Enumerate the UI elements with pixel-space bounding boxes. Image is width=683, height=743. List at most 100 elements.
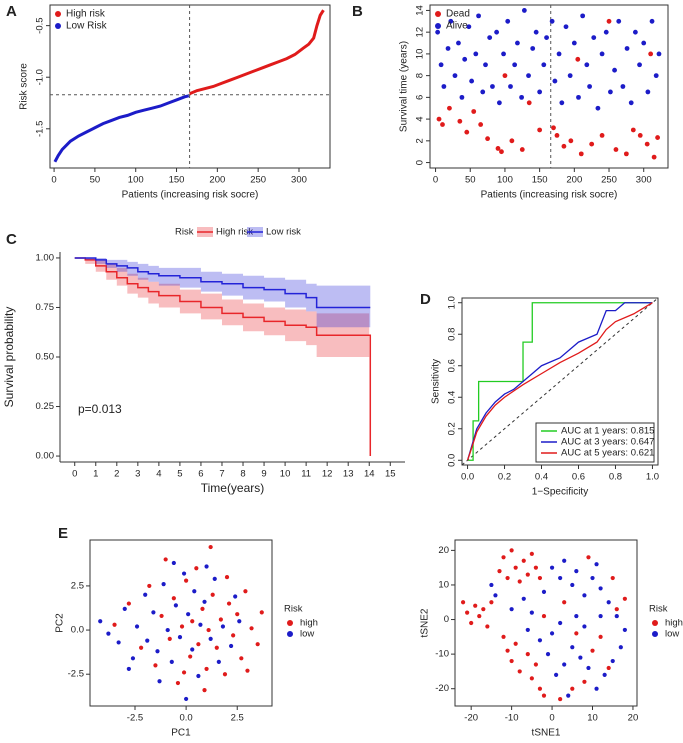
point xyxy=(616,18,622,24)
point xyxy=(559,100,565,106)
point xyxy=(578,655,583,660)
point xyxy=(598,586,603,591)
point xyxy=(139,645,144,650)
x-tick-label: 2.5 xyxy=(231,713,244,724)
x-axis-label: Time(years) xyxy=(201,481,265,495)
point xyxy=(218,617,223,622)
x-tick-label: -10 xyxy=(505,713,519,724)
x-axis-label: 1−Specificity xyxy=(532,487,588,498)
y-tick-label: 1.0 xyxy=(447,296,458,309)
point xyxy=(584,62,590,68)
point xyxy=(562,558,567,563)
x-tick-label: 1.0 xyxy=(646,472,659,483)
point xyxy=(529,610,534,615)
y-tick-label: 8 xyxy=(415,73,426,78)
point xyxy=(167,636,172,641)
point xyxy=(502,73,508,79)
point xyxy=(598,634,603,639)
point xyxy=(606,665,611,671)
point xyxy=(161,582,166,587)
point xyxy=(489,582,494,588)
point xyxy=(655,135,660,140)
point xyxy=(537,638,543,643)
x-tick-label: 50 xyxy=(90,175,101,186)
point xyxy=(214,645,219,650)
point xyxy=(173,603,178,608)
x-tick-label: 0 xyxy=(72,469,77,480)
point xyxy=(473,603,478,608)
point xyxy=(509,658,514,664)
point xyxy=(452,73,458,79)
point xyxy=(614,607,619,612)
point xyxy=(165,627,170,633)
point xyxy=(153,663,158,668)
y-tick-label: -0.5 xyxy=(35,17,46,33)
point xyxy=(445,46,451,51)
y-axis-label: PC2 xyxy=(55,613,66,633)
point xyxy=(554,133,560,138)
point xyxy=(541,62,547,68)
point xyxy=(637,62,642,68)
point xyxy=(570,645,575,650)
point xyxy=(574,569,579,574)
point xyxy=(145,638,150,643)
point xyxy=(529,676,534,681)
point xyxy=(603,29,609,35)
y-tick-label: 10 xyxy=(415,49,426,60)
point xyxy=(590,648,595,653)
point xyxy=(576,94,581,100)
legend-label: AUC at 1 years: 0.815 xyxy=(561,426,654,437)
point xyxy=(641,40,647,46)
point xyxy=(441,84,447,89)
point xyxy=(637,133,643,138)
point xyxy=(587,84,592,89)
point xyxy=(476,13,481,19)
y-tick-label: 20 xyxy=(438,545,449,556)
point xyxy=(192,589,197,594)
y-tick-label: 1.00 xyxy=(36,252,55,263)
y-axis-label: Sensitivity xyxy=(431,359,442,404)
legend-label: AUC at 3 years: 0.647 xyxy=(561,437,654,448)
legend-symbol xyxy=(435,11,441,17)
point xyxy=(171,596,176,601)
series-line xyxy=(466,302,653,461)
y-tick-label: -1.0 xyxy=(35,69,46,85)
point xyxy=(505,648,510,653)
point xyxy=(184,578,189,583)
y-tick-label: 0.8 xyxy=(447,328,458,341)
point xyxy=(473,51,479,57)
point xyxy=(487,35,493,40)
panel-letter: E xyxy=(58,525,68,542)
panel-letter: D xyxy=(420,291,431,308)
point xyxy=(513,565,518,570)
point xyxy=(586,555,591,560)
legend-title: Risk xyxy=(284,604,303,615)
x-tick-label: 15 xyxy=(385,469,396,480)
point xyxy=(471,109,477,114)
legend-symbol xyxy=(55,11,61,17)
point xyxy=(610,658,615,664)
legend-box xyxy=(535,422,655,463)
y-tick-label: 14 xyxy=(415,5,426,16)
point xyxy=(436,116,442,122)
x-tick-label: 300 xyxy=(291,175,307,186)
legend-symbol xyxy=(435,23,441,29)
legend-label: Alive xyxy=(446,21,468,32)
point xyxy=(157,679,162,684)
point xyxy=(614,613,619,619)
point xyxy=(622,627,627,633)
point xyxy=(570,686,575,691)
x-tick-label: 250 xyxy=(601,175,617,186)
point xyxy=(435,29,441,35)
point xyxy=(163,557,168,562)
point xyxy=(222,672,228,677)
point xyxy=(563,24,569,30)
point xyxy=(116,640,121,645)
point xyxy=(533,29,539,35)
x-tick-label: 4 xyxy=(156,469,161,480)
y-tick-label: 0.4 xyxy=(447,391,458,404)
point xyxy=(649,18,655,24)
point xyxy=(485,136,490,142)
x-tick-label: 9 xyxy=(261,469,266,480)
